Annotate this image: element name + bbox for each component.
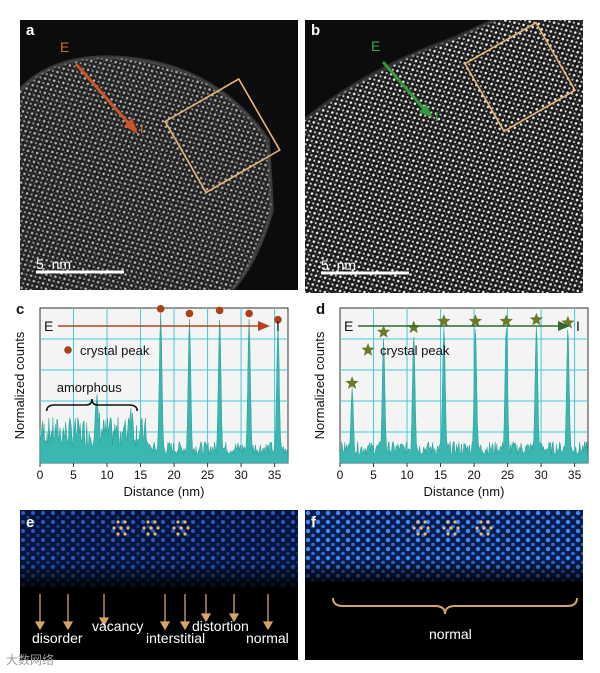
annotation-normal: normal [246,630,289,646]
x-tick-label: 10 [400,468,414,482]
crystal-peak-marker [499,314,513,327]
x-tick-label: 10 [100,468,114,482]
stem-image-a-svg [20,55,275,290]
arrow-end-label: I [140,121,144,136]
x-tick-label: 15 [134,468,148,482]
signal-area [39,313,289,464]
stem-image-b: b E I 5 nm [305,20,583,293]
crystal-peak-marker [274,315,282,324]
legend-marker [64,346,72,354]
arrow-start-label: E [371,38,381,54]
stem-image-a: a E I 5 nm [20,20,298,290]
arrow-end-label: I [276,318,280,334]
legend-marker [361,343,375,356]
annotation-disorder: disorder [32,630,83,646]
x-tick-label: 0 [337,468,344,482]
panel-label-e: e [26,514,35,531]
x-tick-label: 5 [370,468,377,482]
annotation-amorphous: amorphous [57,380,123,395]
x-tick-label: 0 [37,468,44,482]
annotation-interstitial: interstitial [146,630,206,646]
arrow-start-label: E [344,318,353,334]
stem-image-b-svg [305,20,583,293]
x-tick-label: 15 [434,468,448,482]
x-tick-label: 30 [534,468,548,482]
x-tick-label: 20 [467,468,481,482]
signal-area [339,326,589,464]
y-axis-label: Normalized counts [12,331,27,439]
crystal-peak-marker [245,309,253,318]
arrow-end-label: I [576,318,580,334]
x-tick-label: 5 [70,468,77,482]
panel-label-a: a [26,22,35,39]
profile-arrow-b [321,21,577,275]
legend-label: crystal peak [80,343,150,358]
profile-arrow-a [36,63,281,274]
crystal-peak-marker [437,314,451,327]
annotation-normal-f: normal [429,626,472,642]
panel-label-c: c [16,301,24,318]
legend-label: crystal peak [380,343,450,358]
crystal-peak-marker [529,312,543,326]
x-tick-label: 30 [234,468,248,482]
normal-brace [332,597,578,615]
crystal-peak-marker [376,325,391,338]
profile-arrowhead [258,321,270,331]
region-box-a [164,77,281,194]
x-tick-label: 25 [201,468,215,482]
annotation-distortion: distortion [192,618,249,634]
crystal-peak-marker [468,314,483,327]
watermark: 大数网络 [6,653,55,667]
crystal-peak-marker [156,305,165,313]
crystal-peak-marker [215,306,224,315]
x-tick-label: 35 [268,468,282,482]
scale-bar-label-b: 5 nm [321,257,357,273]
filtered-image-e: e disorder vacancy interstitial distorti… [20,510,298,660]
x-axis-label: Distance (nm) [124,484,205,499]
filtered-image-f-svg [305,510,583,615]
panel-label-f: f [311,514,316,531]
crystal-peak-marker [185,309,194,318]
chart-panel-d: crystal peak E I 0 5 10 15 20 25 30 35 Distance (nm… [312,301,589,499]
annotation-vacancy: vacancy [92,618,144,634]
plot-area [339,307,589,464]
region-box-b [463,21,577,133]
x-axis-label: Distance (nm) [424,484,505,499]
arrow-start-label: E [60,39,70,55]
y-axis-label: Normalized counts [312,331,327,439]
profile-arrowhead [558,321,570,331]
filtered-image-f: f normal [305,510,583,660]
x-tick-label: 25 [501,468,515,482]
crystal-peak-marker [345,376,359,389]
arrow-end-label: I [435,109,439,124]
panel-label-d: d [316,301,325,318]
crystal-peak-marker [561,315,575,329]
filtered-image-e-svg [20,510,298,631]
amorphous-brace [45,398,138,412]
x-tick-label: 35 [568,468,582,482]
x-tick-label: 20 [167,468,181,482]
arrow-start-label: E [44,318,53,334]
panel-label-b: b [311,22,321,39]
scale-bar-label-a: 5 nm [36,256,72,272]
